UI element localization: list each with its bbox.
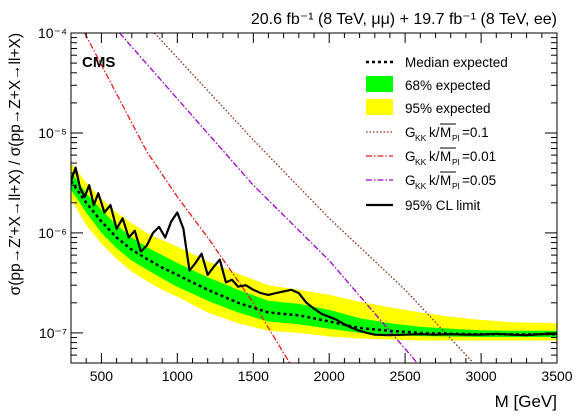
svg-text:KK: KK (415, 133, 427, 143)
graviton-k005-curve (119, 33, 418, 363)
y-tick-label: 10⁻⁶ (38, 225, 67, 241)
legend-95-swatch (366, 99, 393, 115)
svg-text:M: M (440, 149, 451, 164)
legend-g005-value: =0.05 (462, 173, 496, 188)
legend-68-label: 68% expected (405, 78, 491, 93)
svg-text:Pl: Pl (452, 157, 460, 167)
legend-g001-label: G KK k/ M Pl =0.01 (405, 147, 496, 167)
svg-text:k/: k/ (429, 125, 440, 140)
legend-g01-label: G KK k/ M Pl =0.1 (405, 123, 489, 143)
svg-text:M: M (440, 125, 451, 140)
svg-text:Pl: Pl (452, 181, 460, 191)
legend-observed-label: 95% CL limit (405, 198, 481, 213)
legend-68-swatch (366, 76, 393, 92)
svg-text:k/: k/ (429, 173, 440, 188)
legend-median-label: Median expected (405, 55, 508, 70)
x-axis: 500 1000 1500 2000 2500 3000 3500 (70, 33, 573, 384)
x-tick-label: 3000 (466, 368, 497, 384)
graviton-k01-curve (154, 33, 474, 363)
plot-area (71, 33, 557, 363)
y-tick-label: 10⁻⁵ (38, 125, 67, 141)
legend-95-label: 95% expected (405, 101, 491, 116)
x-tick-label: 1500 (238, 368, 269, 384)
x-tick-label: 1000 (162, 368, 193, 384)
x-axis-title: M [GeV] (495, 392, 557, 411)
svg-text:G: G (405, 173, 416, 188)
x-tick-label: 3500 (541, 368, 572, 384)
svg-text:M: M (440, 173, 451, 188)
svg-text:KK: KK (415, 181, 427, 191)
y-tick-label: 10⁻⁴ (38, 25, 67, 41)
y-axis-title: σ(pp→Z′+X→ll+X) / σ(pp→Z+X→ll+X) (7, 33, 24, 295)
legend-g001-value: =0.01 (462, 149, 496, 164)
svg-text:Pl: Pl (452, 133, 460, 143)
legend-g005-label: G KK k/ M Pl =0.05 (405, 171, 496, 191)
x-tick-label: 500 (90, 368, 114, 384)
x-tick-label: 2500 (390, 368, 421, 384)
svg-text:G: G (405, 125, 416, 140)
legend: Median expected 68% expected 95% expecte… (366, 55, 508, 213)
graviton-k001-curve (84, 33, 291, 363)
x-tick-label: 2000 (314, 368, 345, 384)
observed-limit-line (71, 166, 557, 337)
y-axis: 10⁻⁷ 10⁻⁶ 10⁻⁵ 10⁻⁴ (38, 25, 557, 364)
svg-text:KK: KK (415, 157, 427, 167)
svg-text:k/: k/ (429, 149, 440, 164)
y-tick-label: 10⁻⁷ (39, 325, 67, 341)
cms-label: CMS (82, 54, 115, 71)
svg-text:G: G (405, 149, 416, 164)
legend-g01-value: =0.1 (462, 125, 489, 140)
band-95-expected (71, 163, 557, 341)
chart-title: 20.6 fb⁻¹ (8 TeV, μμ) + 19.7 fb⁻¹ (8 TeV… (251, 11, 557, 28)
